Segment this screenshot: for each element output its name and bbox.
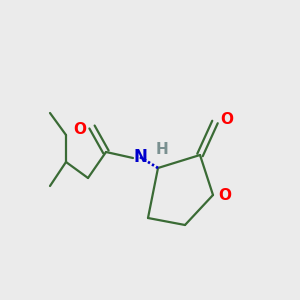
Text: H: H [156,142,168,157]
Text: O: O [74,122,86,136]
Text: O: O [220,112,233,128]
Text: O: O [218,188,231,203]
Text: N: N [133,148,147,166]
